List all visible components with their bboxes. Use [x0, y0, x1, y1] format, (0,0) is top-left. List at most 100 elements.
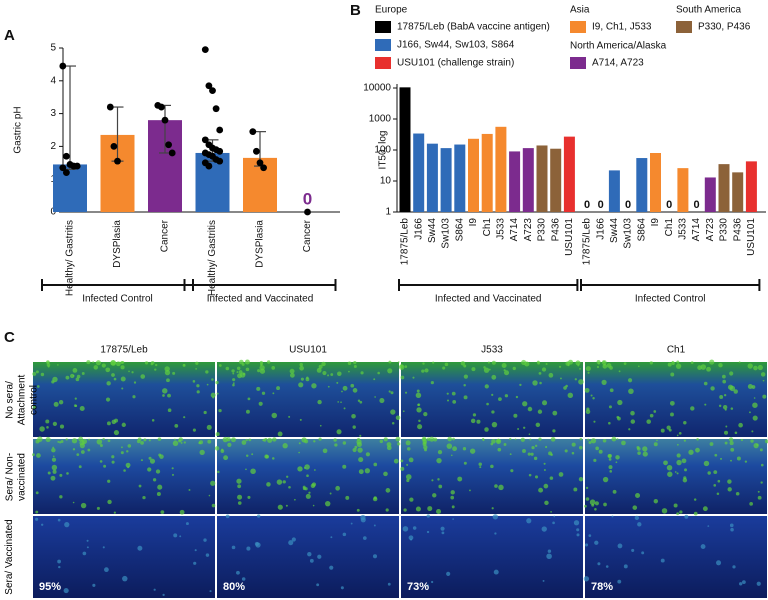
fluorescence — [509, 453, 512, 456]
fluorescence — [131, 371, 134, 374]
x-tick-label: A723 — [705, 218, 716, 242]
fluorescence — [408, 535, 414, 541]
micrograph — [401, 516, 583, 598]
fluorescence — [412, 526, 417, 530]
fluorescence — [196, 384, 200, 388]
fluorescence — [357, 447, 363, 453]
fluorescence — [174, 423, 179, 428]
data-point — [161, 116, 169, 124]
fluorescence — [491, 439, 496, 444]
micrograph — [585, 362, 767, 437]
panel-label: C — [4, 329, 15, 346]
fluorescence — [317, 554, 322, 559]
fluorescence — [426, 514, 430, 518]
bar — [745, 161, 757, 212]
fluorescence — [195, 361, 199, 365]
fluorescence — [156, 491, 161, 496]
group-label: Infected and Vaccinated — [435, 294, 542, 305]
fluorescence — [65, 375, 70, 380]
fluorescence — [247, 397, 251, 401]
fluorescence — [498, 484, 504, 491]
fluorescence — [336, 429, 342, 435]
fluorescence — [617, 543, 623, 549]
fluorescence — [684, 514, 689, 519]
fluorescence — [65, 438, 68, 441]
fluorescence — [543, 483, 549, 489]
fluorescence — [402, 410, 405, 413]
data-point — [209, 87, 216, 95]
fluorescence — [154, 363, 158, 367]
fluorescence — [730, 407, 734, 410]
fluorescence — [286, 475, 289, 478]
fluorescence — [162, 394, 165, 397]
fluorescence — [232, 383, 235, 387]
fluorescence — [246, 409, 250, 414]
fluorescence — [241, 440, 247, 445]
fluorescence — [210, 480, 216, 486]
fluorescence — [574, 378, 577, 381]
y-tick-label: 100 — [374, 145, 391, 156]
fluorescence — [751, 430, 754, 433]
fluorescence — [450, 454, 453, 457]
data-point — [216, 126, 224, 134]
data-point — [212, 105, 220, 113]
fluorescence — [609, 388, 614, 393]
fluorescence — [757, 490, 760, 493]
fluorescence — [113, 511, 116, 514]
fluorescence — [60, 440, 64, 443]
legend-swatch — [375, 57, 391, 69]
fluorescence — [479, 466, 482, 469]
fluorescence — [676, 512, 680, 516]
fluorescence — [678, 431, 682, 435]
fluorescence — [301, 437, 307, 443]
fluorescence — [327, 374, 330, 377]
fluorescence — [358, 457, 364, 463]
fluorescence — [615, 461, 618, 464]
fluorescence — [316, 583, 320, 587]
fluorescence — [603, 502, 607, 507]
panel-label: B — [350, 2, 361, 19]
fluorescence — [514, 438, 517, 441]
x-tick-label: J533 — [678, 218, 689, 240]
y-tick-label: 4 — [50, 75, 56, 86]
fluorescence — [160, 510, 165, 515]
fluorescence — [432, 493, 437, 498]
fluorescence — [618, 370, 621, 373]
fluorescence — [385, 488, 391, 493]
fluorescence — [733, 389, 738, 394]
fluorescence — [653, 499, 659, 504]
percentage-label: 73% — [407, 581, 429, 593]
fluorescence — [673, 503, 678, 508]
fluorescence — [469, 489, 471, 492]
fluorescence — [577, 364, 580, 367]
fluorescence — [360, 517, 366, 523]
fluorescence — [710, 386, 715, 391]
fluorescence — [203, 538, 207, 542]
fluorescence — [676, 472, 679, 475]
fluorescence — [750, 439, 754, 443]
fluorescence — [343, 407, 346, 410]
fluorescence — [92, 361, 95, 364]
fluorescence — [390, 409, 396, 415]
fluorescence — [39, 426, 45, 432]
bar — [718, 164, 730, 212]
fluorescence — [337, 371, 342, 377]
fluorescence — [747, 363, 753, 369]
fluorescence — [379, 398, 385, 404]
fluorescence — [276, 386, 281, 391]
fluorescence — [336, 381, 339, 384]
fluorescence — [81, 438, 88, 444]
bar — [704, 177, 716, 212]
fluorescence — [412, 376, 415, 379]
fluorescence — [543, 462, 546, 465]
fluorescence — [738, 582, 743, 586]
legend-label: P330, P436 — [698, 22, 751, 33]
fluorescence — [601, 379, 607, 385]
x-tick-label: 17875/Leb — [582, 218, 593, 266]
fluorescence — [400, 375, 405, 380]
fluorescence — [272, 392, 275, 395]
fluorescence — [676, 459, 682, 466]
fluorescence — [216, 392, 219, 395]
fluorescence — [46, 426, 49, 429]
